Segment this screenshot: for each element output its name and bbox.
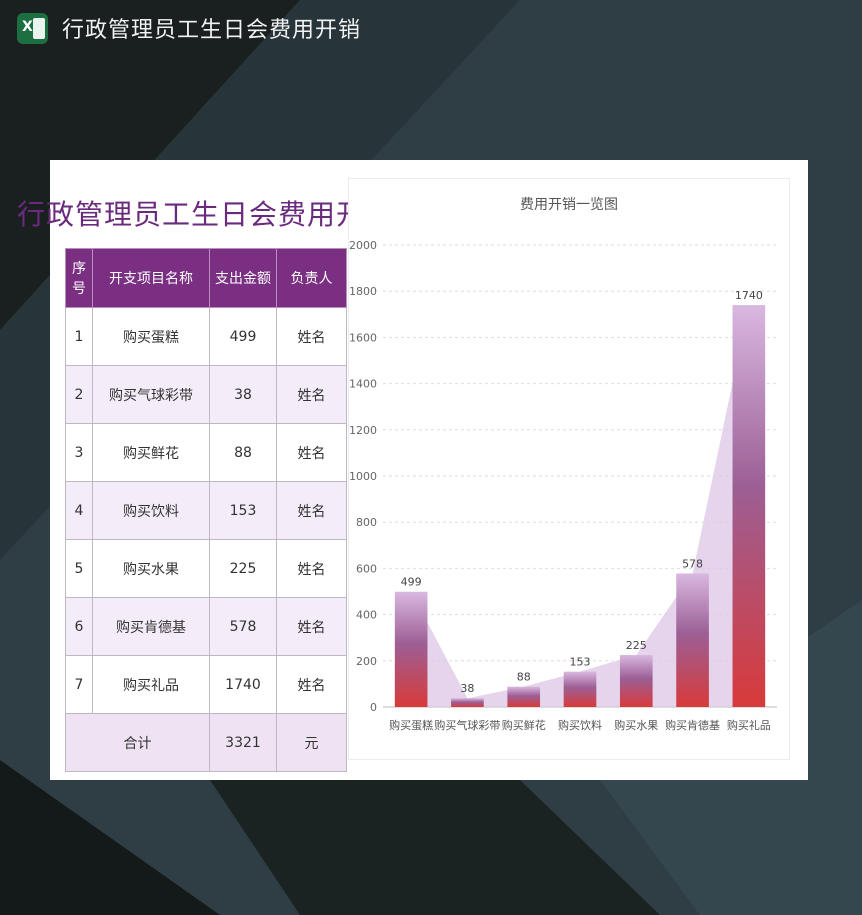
table-row: 5 购买水果 225 姓名 (65, 539, 347, 598)
cell-owner[interactable]: 姓名 (276, 423, 347, 482)
excel-icon[interactable]: X (17, 13, 48, 44)
cell-index[interactable]: 1 (65, 307, 93, 366)
excel-x-glyph: X (22, 19, 33, 35)
bar (507, 686, 541, 707)
y-tick-label: 1000 (349, 470, 377, 483)
x-tick-label: 购买气球彩带 (434, 718, 500, 732)
trend-area (411, 305, 749, 707)
expense-table-area: 行政管理员工生日会费用开销 序号 开支项目名称 支出金额 负责人 1 购买蛋糕 … (17, 178, 395, 772)
data-label: 38 (460, 682, 474, 695)
sheet-icon-part (33, 18, 45, 39)
table-row: 1 购买蛋糕 499 姓名 (65, 307, 347, 366)
bar (451, 698, 484, 707)
cell-index[interactable]: 3 (65, 423, 93, 482)
document-title: 行政管理员工生日会费用开销 (62, 18, 362, 43)
table-row: 4 购买饮料 153 姓名 (65, 481, 347, 540)
cell-amount[interactable]: 1740 (209, 655, 277, 714)
cell-amount[interactable]: 578 (209, 597, 277, 656)
chart-title: 费用开销一览图 (520, 197, 618, 213)
cell-owner[interactable]: 姓名 (276, 481, 347, 540)
spreadsheet-panel: 行政管理员工生日会费用开销 序号 开支项目名称 支出金额 负责人 1 购买蛋糕 … (17, 160, 808, 780)
x-tick-label: 购买水果 (614, 718, 658, 732)
cell-owner[interactable]: 姓名 (276, 539, 347, 598)
x-tick-label: 购买饮料 (558, 718, 602, 732)
cell-owner[interactable]: 姓名 (276, 655, 347, 714)
x-tick-label: 购买蛋糕 (389, 718, 433, 732)
table-row: 6 购买肯德基 578 姓名 (65, 597, 347, 656)
header-owner[interactable]: 负责人 (276, 248, 347, 308)
data-label: 225 (626, 639, 647, 652)
cell-owner[interactable]: 姓名 (276, 307, 347, 366)
y-tick-label: 2000 (349, 239, 377, 252)
expense-chart[interactable]: 费用开销一览图 0 200 400 600 800 1000 1200 1400 1600 180… (348, 178, 790, 760)
cell-amount[interactable]: 225 (209, 539, 277, 598)
window-title-bar: X 行政管理员工生日会费用开销 (0, 0, 862, 60)
bar (563, 671, 597, 707)
table-row: 7 购买礼品 1740 姓名 (65, 655, 347, 714)
x-tick-label: 购买肯德基 (665, 718, 720, 732)
data-label: 153 (570, 656, 591, 669)
cell-amount[interactable]: 38 (209, 365, 277, 424)
cell-amount[interactable]: 153 (209, 481, 277, 540)
cell-item-name[interactable]: 购买水果 (92, 539, 210, 598)
bar (394, 591, 428, 707)
header-index[interactable]: 序号 (65, 248, 93, 308)
table-row: 2 购买气球彩带 38 姓名 (65, 365, 347, 424)
bar (676, 573, 709, 707)
y-tick-label: 1200 (349, 424, 377, 437)
cell-item-name[interactable]: 购买鲜花 (92, 423, 210, 482)
cell-owner[interactable]: 姓名 (276, 597, 347, 656)
y-tick-label: 400 (356, 609, 377, 622)
cell-index[interactable]: 7 (65, 655, 93, 714)
sheet-title: 行政管理员工生日会费用开销 (17, 198, 395, 231)
cell-item-name[interactable]: 购买饮料 (92, 481, 210, 540)
bar (732, 305, 766, 707)
x-tick-label: 购买鲜花 (502, 718, 546, 732)
table-header-row: 序号 开支项目名称 支出金额 负责人 (65, 248, 347, 308)
cell-item-name[interactable]: 购买气球彩带 (92, 365, 210, 424)
table-total-row: 合计 3321 元 (65, 713, 347, 772)
bar (619, 655, 653, 707)
cell-item-name[interactable]: 购买礼品 (92, 655, 210, 714)
cell-amount[interactable]: 499 (209, 307, 277, 366)
x-tick-label: 购买礼品 (727, 718, 771, 732)
data-label: 499 (401, 576, 422, 589)
cell-index[interactable]: 4 (65, 481, 93, 540)
expense-table: 序号 开支项目名称 支出金额 负责人 1 购买蛋糕 499 姓名 2 购买气球彩… (65, 248, 347, 772)
table-row: 3 购买鲜花 88 姓名 (65, 423, 347, 482)
y-tick-label: 800 (356, 516, 377, 529)
y-tick-label: 1800 (349, 285, 377, 298)
cell-index[interactable]: 5 (65, 539, 93, 598)
total-label[interactable]: 合计 (65, 713, 210, 772)
cell-index[interactable]: 2 (65, 365, 93, 424)
cell-amount[interactable]: 88 (209, 423, 277, 482)
total-unit[interactable]: 元 (276, 713, 347, 772)
header-item-name[interactable]: 开支项目名称 (92, 248, 210, 308)
cell-item-name[interactable]: 购买肯德基 (92, 597, 210, 656)
cell-item-name[interactable]: 购买蛋糕 (92, 307, 210, 366)
header-amount[interactable]: 支出金额 (209, 248, 277, 308)
y-tick-label: 1400 (349, 378, 377, 391)
cell-index[interactable]: 6 (65, 597, 93, 656)
y-tick-label: 600 (356, 562, 377, 575)
y-tick-label: 1600 (349, 331, 377, 344)
expense-bar-chart: 费用开销一览图 0 200 400 600 800 1000 1200 1400 1600 180… (349, 197, 777, 732)
data-label: 88 (517, 671, 531, 684)
total-amount[interactable]: 3321 (209, 713, 277, 772)
y-tick-label: 200 (356, 655, 377, 668)
data-label: 578 (682, 557, 703, 570)
y-tick-label: 0 (370, 701, 377, 714)
cell-owner[interactable]: 姓名 (276, 365, 347, 424)
data-label: 1740 (735, 289, 763, 302)
